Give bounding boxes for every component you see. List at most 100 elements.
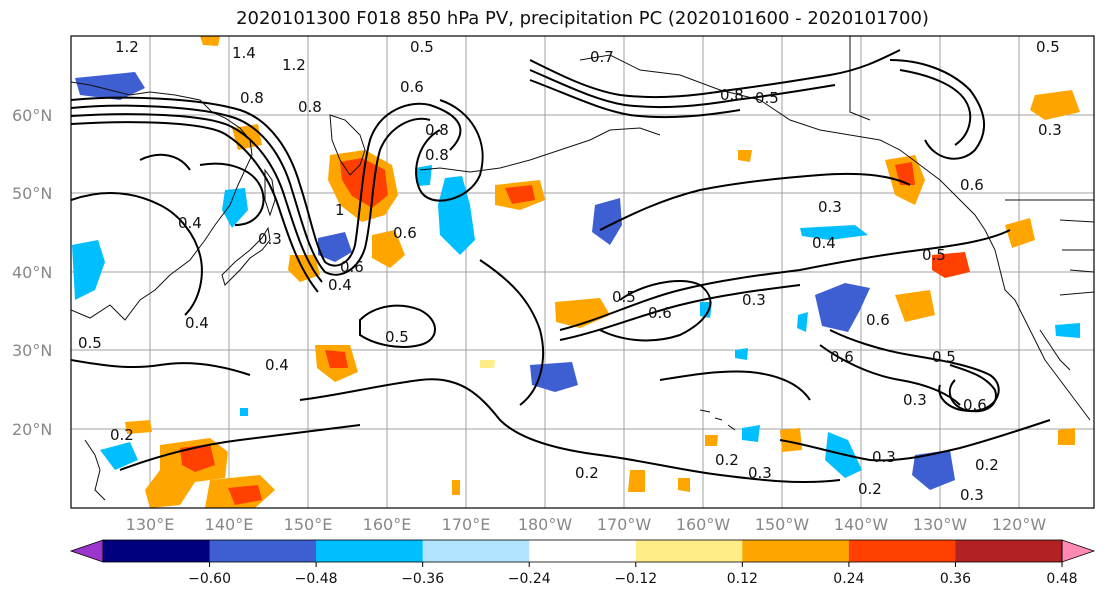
precip-negative-area [592,198,622,245]
contour-label: 0.3 [1038,121,1062,139]
contour-label: 1.2 [115,38,139,56]
precip-negative-area [815,283,870,332]
colorbar-segment [422,540,530,562]
boundary-state-lines [1059,219,1094,273]
precip-positive-area [555,298,610,328]
contour-label: 0.6 [963,396,987,414]
pv-contour [71,104,431,276]
colorbar: −0.60 −0.48 −0.36 −0.24 −0.12 0.12 0.24 0.36 0.4… [69,539,1096,587]
lon-label: 170°E [442,515,491,534]
pv-contour [139,153,191,171]
pv-contour [119,424,361,471]
contour-label: 0.8 [720,86,744,104]
pv-contour [779,419,1051,462]
lon-label: 140°W [834,515,889,534]
coastline-hawaii [699,409,736,431]
pv-contour [819,344,961,406]
colorbar-segment [529,540,637,562]
map-frame [70,35,1095,509]
precip-positive-area [228,485,262,505]
precip-positive-area [780,428,802,452]
coastline-alaska [579,54,986,231]
colorbar-frame [102,539,1063,563]
pv-contour [529,69,836,109]
colorbar-extend-low [69,539,104,563]
precip-negative-area [912,450,955,490]
contour-label: 0.6 [648,304,672,322]
contour-label: 0.4 [265,356,289,374]
precip-positive-area [180,444,215,472]
pv-contour [415,99,484,202]
pv-contour [559,284,801,341]
colorbar-segment [209,540,317,562]
lon-label: 160°E [363,515,412,534]
precip-negative-area [797,312,808,332]
precip-positive-area [505,185,535,204]
precip-positive-area [480,360,495,368]
contour-labels: 1.2 1.4 1.2 0.5 0.7 0.8 0.8 0.6 0.8 0.8 … [78,38,1062,504]
figure-title: 2020101300 F018 850 hPa PV, precipitatio… [236,8,929,29]
lon-label: 150°E [284,515,333,534]
contour-label: 1.4 [232,44,256,62]
contour-label: 0.5 [78,334,102,352]
contour-label: 0.3 [742,291,766,309]
precip-positive-area [452,480,460,495]
colorbar-segment [635,540,743,562]
colorbar-tick-label: −0.12 [614,571,657,587]
lat-label-40n: 40°N [12,263,52,282]
contour-label: 0.8 [298,98,322,116]
precip-positive-area [1058,428,1075,445]
precip-positive-area [1030,90,1080,120]
contour-label: 0.7 [590,48,614,66]
colorbar-segment [316,540,424,562]
longitude-labels: 130°E 140°E 150°E 160°E 170°E 180°W 170°… [126,515,1047,534]
contour-label: 0.3 [258,230,282,248]
colorbar-tick-label: −0.60 [188,571,231,587]
precip-positive-area [738,150,752,162]
colorbar-segment [742,540,850,562]
precip-negative-area [800,225,868,240]
contour-label: 0.6 [830,348,854,366]
coastline-north-america [984,229,1091,421]
coastline-philippines [84,439,106,501]
colorbar-tick-label: 0.24 [833,571,864,587]
precip-negative-area [438,176,475,255]
precip-positive-area [705,435,718,446]
contour-label: 0.4 [328,276,352,294]
precip-positive-area [125,420,152,434]
pv-contour [599,279,712,342]
precip-negative-area [415,165,432,186]
pv-contour [659,370,811,401]
contour-label: 0.8 [425,146,449,164]
pv-contour [889,59,986,160]
boundary-alaska-canada [849,36,871,121]
precip-negative-area [318,232,352,262]
precip-negative-area [240,408,248,416]
colorbar-tick-label: 0.36 [940,571,971,587]
contour-label: 0.2 [858,480,882,498]
lat-label-20n: 20°N [12,420,52,439]
precip-negative-area [700,302,712,318]
lon-label: 170°W [597,515,652,534]
contour-label: 1.2 [282,56,306,74]
contour-label: 0.6 [340,258,364,276]
precip-positive-area [1005,218,1035,248]
contour-label: 0.3 [903,391,927,409]
pv-contour [71,359,251,376]
precip-positive-area [200,36,220,46]
contour-label: 0.3 [872,448,896,466]
contour-label: 0.6 [866,311,890,329]
pv-contour [899,69,972,146]
pv-contour [529,79,741,119]
pv-contour [529,49,901,99]
precip-positive-area [932,252,970,278]
precip-negative-area [75,72,145,100]
contour-label: 0.2 [715,451,739,469]
contour-label: 1 [335,201,345,219]
lat-label-50n: 50°N [12,184,52,203]
coastline-kamchatka [329,114,366,176]
boundary-us-mexico [1059,291,1094,296]
pv-contour [829,329,1000,412]
precipitation-shading [72,36,1080,508]
